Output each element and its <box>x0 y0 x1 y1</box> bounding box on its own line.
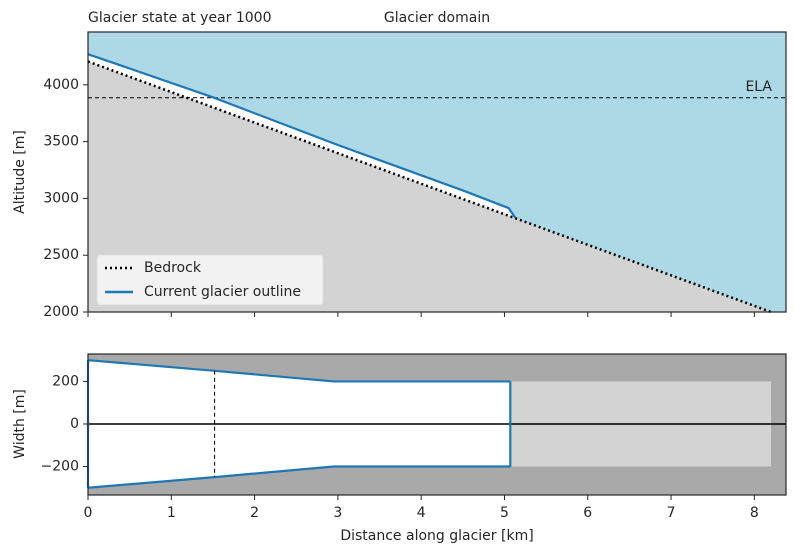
y-tick-label: 2500 <box>43 247 79 263</box>
chart-title: Glacier state at year 1000 <box>88 10 271 26</box>
y-tick-label: −200 <box>41 459 79 475</box>
x-axis-label: Distance along glacier [km] <box>340 528 533 544</box>
y-tick-label: 0 <box>70 416 79 432</box>
x-tick-label: 6 <box>583 505 592 521</box>
chart-subtitle: Glacier domain <box>384 10 490 26</box>
axes-frame <box>87 31 787 313</box>
y-axis-label: Width [m] <box>12 389 28 459</box>
line-series <box>87 53 517 219</box>
ela-label: ELA <box>745 79 772 95</box>
y-tick-label: 2000 <box>43 304 79 320</box>
legend <box>96 254 324 306</box>
x-tick-label: 7 <box>667 505 676 521</box>
x-tick-label: 8 <box>750 505 759 521</box>
legend-label: Bedrock <box>144 260 202 276</box>
axes-frame <box>87 353 787 496</box>
y-tick-label: 4000 <box>43 77 79 93</box>
x-tick-label: 3 <box>333 505 342 521</box>
width-outline <box>87 465 511 489</box>
x-tick-label: 5 <box>500 505 509 521</box>
width-outline <box>87 359 511 383</box>
legend-label: Current glacier outline <box>144 284 301 300</box>
y-axis-label: Altitude [m] <box>12 130 28 214</box>
x-tick-label: 0 <box>84 505 93 521</box>
y-tick-label: 3000 <box>43 190 79 206</box>
x-tick-label: 4 <box>417 505 426 521</box>
y-tick-label: 200 <box>52 373 79 389</box>
x-tick-label: 1 <box>167 505 176 521</box>
line-series <box>87 60 772 314</box>
y-tick-label: 3500 <box>43 134 79 150</box>
x-tick-label: 2 <box>250 505 259 521</box>
